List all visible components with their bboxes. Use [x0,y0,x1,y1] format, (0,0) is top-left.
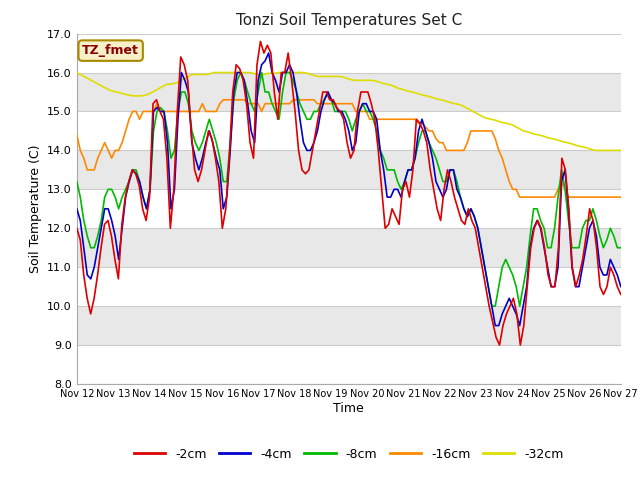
Y-axis label: Soil Temperature (C): Soil Temperature (C) [29,144,42,273]
Bar [77,34,621,72]
Legend: -2cm, -4cm, -8cm, -16cm, -32cm: -2cm, -4cm, -8cm, -16cm, -32cm [129,443,568,466]
Bar [77,189,621,228]
X-axis label: Time: Time [333,402,364,415]
Bar [77,345,621,384]
Title: Tonzi Soil Temperatures Set C: Tonzi Soil Temperatures Set C [236,13,462,28]
Bar [77,111,621,150]
Bar [77,267,621,306]
Text: TZ_fmet: TZ_fmet [82,44,139,57]
